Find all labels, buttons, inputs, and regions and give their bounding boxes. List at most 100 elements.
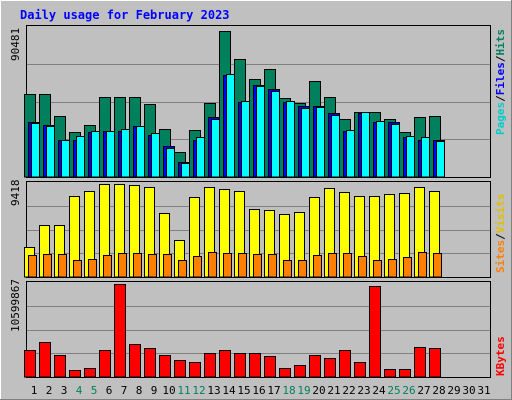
bar-kbytes-24: [369, 286, 381, 378]
panel-kbytes-max-label: 10599867: [9, 279, 22, 332]
bar-sites-6: [103, 255, 112, 278]
bar-kbytes-9: [144, 348, 156, 378]
bar-pages-5: [91, 131, 100, 178]
bar-sites-21: [328, 253, 337, 278]
bar-kbytes-28: [429, 348, 441, 378]
bar-kbytes-10: [159, 355, 171, 378]
chart-title: Daily usage for February 2023: [20, 8, 230, 22]
x-tick-label: 21: [327, 384, 340, 397]
bar-sites-16: [253, 254, 262, 278]
x-tick-label: 10: [162, 384, 175, 397]
x-tick-label: 3: [61, 384, 68, 397]
bar-kbytes-6: [99, 350, 111, 378]
bars-layer: [24, 31, 445, 378]
bar-sites-24: [373, 260, 382, 278]
x-tick-label: 28: [432, 384, 445, 397]
bar-sites-4: [73, 260, 82, 278]
x-tick-label: 16: [252, 384, 265, 397]
bar-pages-24: [376, 121, 385, 178]
legend-pages: Pages: [494, 102, 507, 135]
bar-kbytes-17: [264, 356, 276, 378]
bar-sites-19: [298, 260, 307, 278]
x-tick-label: 5: [91, 384, 98, 397]
bar-kbytes-2: [39, 342, 51, 378]
bar-pages-6: [106, 131, 115, 178]
bar-sites-10: [163, 254, 172, 278]
bar-kbytes-18: [279, 368, 291, 378]
x-tick-label: 31: [477, 384, 490, 397]
bar-kbytes-27: [414, 347, 426, 378]
legend-separator: /: [494, 233, 507, 240]
bar-pages-26: [406, 136, 415, 178]
x-tick-label: 29: [447, 384, 460, 397]
x-tick-label: 27: [417, 384, 430, 397]
panel-hits-max-label: 90481: [9, 28, 22, 61]
bar-kbytes-4: [69, 370, 81, 378]
x-tick-label: 22: [342, 384, 355, 397]
bar-sites-1: [28, 255, 37, 278]
panel-kbytes-series-label: KBytes: [494, 336, 507, 376]
bar-pages-8: [136, 126, 145, 178]
bar-sites-27: [418, 252, 427, 278]
bar-sites-9: [148, 254, 157, 278]
x-tick-label: 25: [387, 384, 400, 397]
bar-kbytes-21: [324, 358, 336, 378]
bar-sites-22: [343, 253, 352, 278]
x-tick-label: 2: [46, 384, 53, 397]
bar-kbytes-5: [84, 368, 96, 378]
bar-sites-28: [433, 253, 442, 278]
bar-kbytes-3: [54, 355, 66, 378]
bar-kbytes-19: [294, 365, 306, 378]
bar-sites-2: [43, 254, 52, 278]
x-tick-label: 6: [106, 384, 113, 397]
bar-pages-16: [256, 86, 265, 178]
bar-sites-13: [208, 252, 217, 278]
panel-visits-series-label: Sites/Visits: [494, 194, 507, 274]
bar-kbytes-12: [189, 362, 201, 378]
bar-pages-3: [61, 140, 70, 178]
x-tick-label: 11: [177, 384, 190, 397]
bar-kbytes-16: [249, 353, 261, 378]
x-tick-label: 18: [282, 384, 295, 397]
bar-sites-23: [358, 256, 367, 278]
x-tick-label: 12: [192, 384, 205, 397]
x-tick-label: 14: [222, 384, 236, 397]
legend-separator: /: [494, 55, 507, 62]
bar-kbytes-22: [339, 350, 351, 378]
bar-sites-17: [268, 254, 277, 278]
x-tick-label: 9: [151, 384, 158, 397]
bar-pages-10: [166, 148, 175, 178]
legend-sites: Sites: [494, 240, 507, 273]
bar-pages-12: [196, 137, 205, 178]
bar-pages-28: [436, 141, 445, 178]
bar-kbytes-1: [24, 350, 36, 378]
bar-pages-19: [301, 108, 310, 178]
bar-kbytes-26: [399, 369, 411, 378]
x-tick-label: 17: [267, 384, 280, 397]
bar-pages-14: [226, 74, 235, 178]
bar-pages-17: [271, 91, 280, 178]
bar-pages-2: [46, 126, 55, 178]
bar-sites-11: [178, 260, 187, 278]
x-tick-label: 24: [372, 384, 386, 397]
bar-pages-4: [76, 136, 85, 178]
bar-pages-15: [241, 101, 250, 178]
bar-pages-22: [346, 130, 355, 178]
bar-sites-20: [313, 255, 322, 278]
bar-pages-20: [316, 107, 325, 178]
bar-kbytes-20: [309, 355, 321, 378]
bar-pages-21: [331, 115, 340, 178]
bar-kbytes-8: [129, 344, 141, 378]
bar-sites-15: [238, 253, 247, 278]
x-tick-label: 4: [76, 384, 83, 397]
bar-sites-18: [283, 260, 292, 278]
bar-pages-27: [421, 137, 430, 178]
bar-sites-7: [118, 253, 127, 278]
legend-files: Files: [494, 62, 507, 95]
x-tick-label: 20: [312, 384, 325, 397]
panel-hits-series-label: Pages/Files/Hits: [494, 29, 507, 135]
legend-separator: /: [494, 95, 507, 102]
bar-pages-18: [286, 101, 295, 178]
bar-pages-25: [391, 124, 400, 178]
